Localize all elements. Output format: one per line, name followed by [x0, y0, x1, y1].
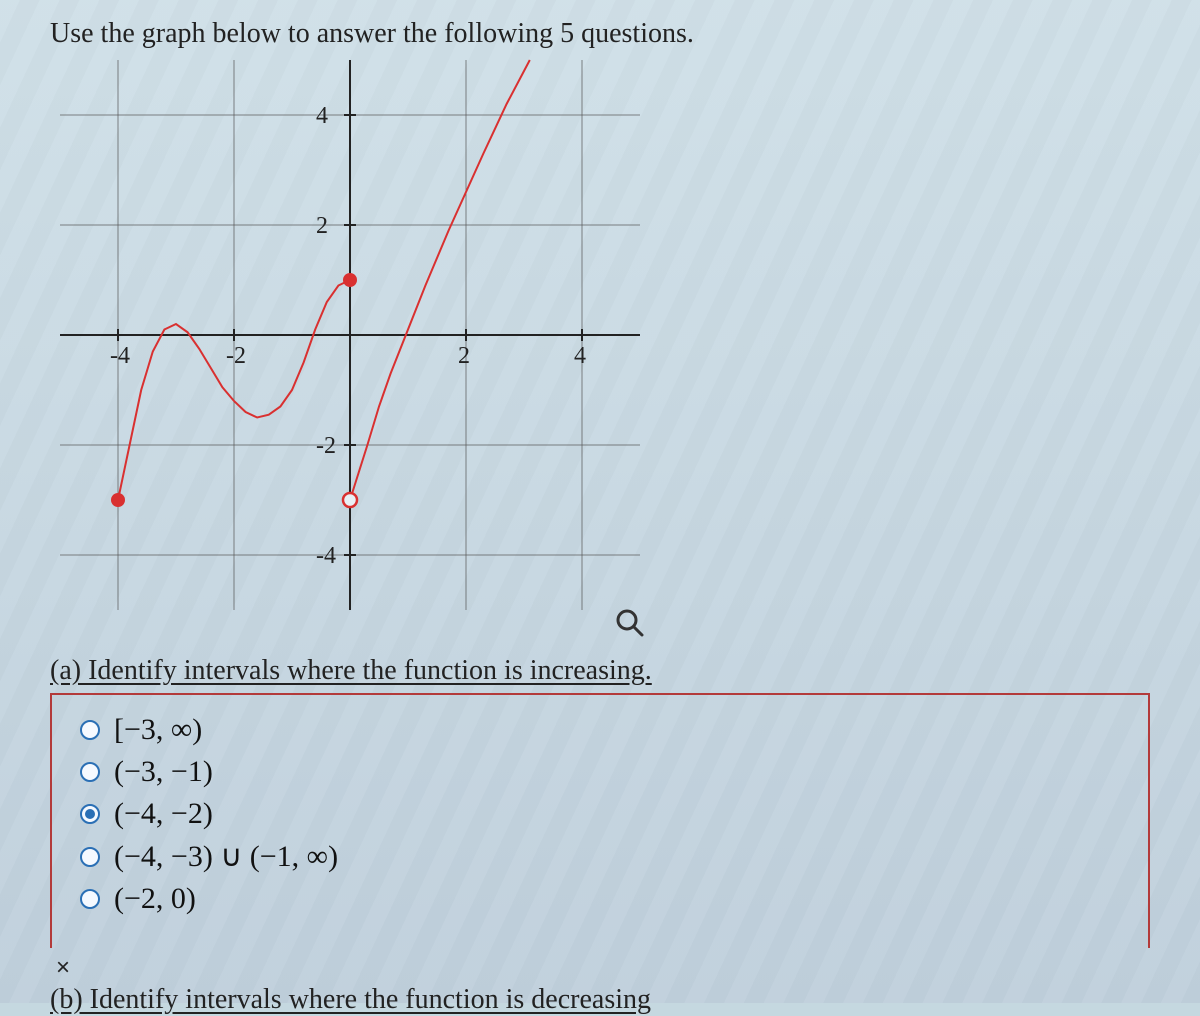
svg-text:4: 4 — [574, 343, 586, 369]
answer-options-box: [−3, ∞) (−3, −1) (−4, −2) (−4, −3) ∪ (−1, ∞… — [50, 693, 1150, 948]
incorrect-mark: × — [56, 954, 1150, 982]
option-row-1[interactable]: (−3, −1) — [80, 755, 1120, 789]
svg-text:-4: -4 — [316, 543, 336, 569]
option-label: (−4, −2) — [114, 797, 213, 831]
svg-text:-2: -2 — [316, 433, 336, 459]
radio-button[interactable] — [80, 720, 100, 740]
option-row-2[interactable]: (−4, −2) — [80, 797, 1120, 831]
option-label: (−4, −3) ∪ (−1, ∞) — [114, 839, 338, 874]
question-a-text: (a) Identify intervals where the functio… — [50, 655, 1150, 687]
svg-text:2: 2 — [316, 213, 328, 239]
option-label: (−3, −1) — [114, 755, 213, 789]
radio-button[interactable] — [80, 889, 100, 909]
option-row-4[interactable]: (−2, 0) — [80, 882, 1120, 916]
svg-text:-4: -4 — [110, 343, 130, 369]
graph-chart: -4 -2 2 4 -4 -2 2 4 — [60, 60, 1150, 615]
svg-text:2: 2 — [458, 343, 470, 369]
radio-button[interactable] — [80, 847, 100, 867]
radio-button[interactable] — [80, 762, 100, 782]
option-row-0[interactable]: [−3, ∞) — [80, 713, 1120, 747]
option-label: [−3, ∞) — [114, 713, 202, 747]
radio-button[interactable] — [80, 804, 100, 824]
option-label: (−2, 0) — [114, 882, 196, 916]
option-row-3[interactable]: (−4, −3) ∪ (−1, ∞) — [80, 839, 1120, 874]
question-b-text: (b) Identify intervals where the functio… — [50, 984, 1150, 1016]
svg-text:-2: -2 — [226, 343, 246, 369]
instruction-text: Use the graph below to answer the follow… — [50, 18, 1150, 50]
svg-text:4: 4 — [316, 103, 328, 129]
magnifier-icon[interactable] — [615, 608, 645, 638]
